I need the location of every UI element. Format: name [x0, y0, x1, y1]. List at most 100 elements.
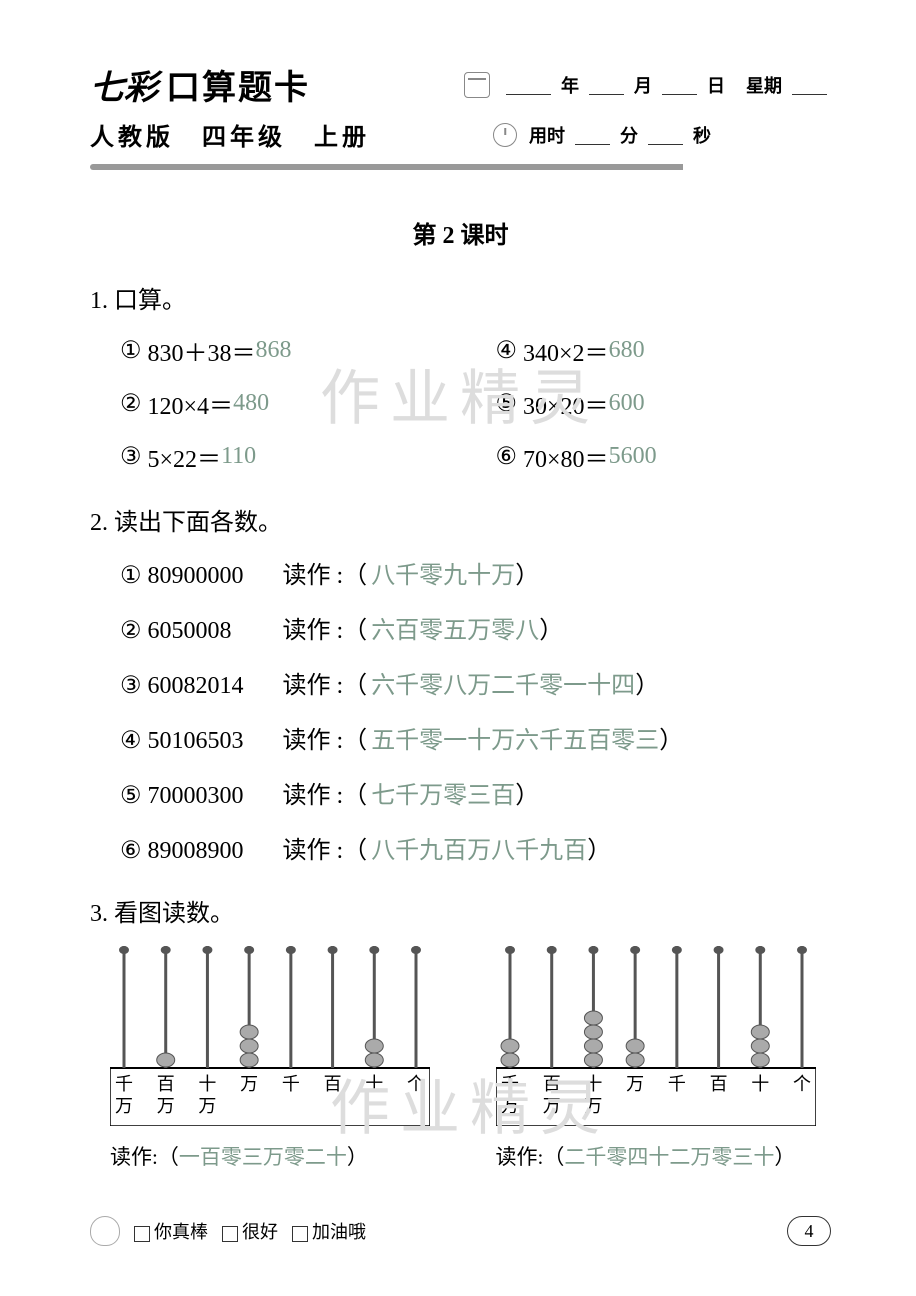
read-item: ② 6050008读作 :（ 六百零五万零八 ）	[120, 610, 831, 645]
answer: 五千零一十万六千五百零三	[371, 720, 659, 755]
svg-text:百: 百	[709, 1074, 727, 1094]
month-label: 月	[634, 72, 652, 98]
read-item: ③ 60082014读作 :（ 六千零八万二千零一十四 ）	[120, 665, 831, 700]
circle-number: ③	[120, 671, 142, 700]
read-item: ⑤ 70000300读作 :（ 七千万零三百 ）	[120, 775, 831, 810]
close-paren: ）	[587, 830, 611, 865]
number: 89008900	[148, 838, 283, 865]
footer: 你真棒很好加油哦 4	[90, 1216, 831, 1246]
svg-text:万: 万	[240, 1074, 258, 1094]
close-paren: ）	[774, 1145, 795, 1169]
page-number: 4	[787, 1216, 831, 1246]
circle-number: ⑥	[120, 836, 142, 865]
answer: 5600	[609, 443, 657, 470]
close-paren: ）	[635, 665, 659, 700]
circle-number: ①	[120, 336, 142, 365]
svg-text:万: 万	[584, 1096, 602, 1116]
close-paren: ）	[515, 555, 539, 590]
read-item: ④ 50106503读作 :（ 五千零一十万六千五百零三 ）	[120, 720, 831, 755]
min-blank[interactable]	[575, 125, 610, 145]
abacus-left-answer: 一百零三万零二十	[179, 1145, 347, 1169]
calc-item: ② 120×4＝480	[120, 386, 456, 421]
checkbox-icon[interactable]	[222, 1226, 238, 1242]
answer: 480	[233, 390, 269, 417]
q1-title: 1. 口算。	[90, 280, 831, 315]
divider	[90, 164, 831, 170]
svg-text:千: 千	[501, 1074, 519, 1094]
close-paren: ）	[659, 720, 683, 755]
question-1: 1. 口算。 ① 830＋38＝868 ④ 340×2＝680 ② 120×4＝48…	[90, 280, 831, 474]
checkbox-icon[interactable]	[134, 1226, 150, 1242]
svg-text:百: 百	[157, 1074, 175, 1094]
calc-item: ④ 340×2＝680	[496, 333, 832, 368]
circle-number: ⑥	[496, 442, 518, 471]
mascot-icon	[90, 1216, 120, 1246]
svg-text:百: 百	[324, 1074, 342, 1094]
day-blank[interactable]	[662, 75, 697, 95]
calc-item: ① 830＋38＝868	[120, 333, 456, 368]
read-label: 读作:（	[110, 1145, 179, 1169]
week-label: 星期	[746, 72, 782, 98]
abacus-right-answer: 二千零四十二万零三十	[564, 1145, 774, 1169]
calc-item: ⑥ 70×80＝5600	[496, 439, 832, 474]
svg-text:万: 万	[157, 1096, 175, 1116]
svg-text:十: 十	[751, 1074, 769, 1094]
q2-title: 2. 读出下面各数。	[90, 502, 831, 537]
abacus-right: 千万百万十万万千百十个 读作:（二千零四十二万零三十）	[496, 946, 832, 1171]
svg-text:个: 个	[407, 1074, 425, 1094]
answer: 七千万零三百	[371, 775, 515, 810]
time-section: 用时 分 秒	[493, 122, 711, 148]
svg-text:万: 万	[115, 1096, 133, 1116]
sec-blank[interactable]	[648, 125, 683, 145]
subtitle: 人教版 四年级 上册	[90, 117, 370, 152]
question-2: 2. 读出下面各数。 ① 80900000读作 :（ 八千零九十万 ） ② 605…	[90, 502, 831, 865]
sec-label: 秒	[693, 122, 711, 148]
read-label: 读作 :（	[283, 555, 368, 590]
svg-text:千: 千	[282, 1074, 300, 1094]
lesson-title: 第 2 课时	[90, 215, 831, 250]
footer-option[interactable]: 很好	[222, 1222, 278, 1242]
answer: 六百零五万零八	[371, 610, 539, 645]
svg-text:万: 万	[198, 1096, 216, 1116]
q3-title: 3. 看图读数。	[90, 893, 831, 928]
circle-number: ④	[120, 726, 142, 755]
checkbox-icon[interactable]	[292, 1226, 308, 1242]
time-label: 用时	[529, 122, 565, 148]
read-label: 读作 :（	[283, 610, 368, 645]
answer: 868	[256, 337, 292, 364]
svg-text:万: 万	[542, 1096, 560, 1116]
answer: 110	[221, 443, 256, 470]
circle-number: ⑤	[120, 781, 142, 810]
title-rest: 口算题卡	[166, 60, 310, 109]
read-label: 读作 :（	[283, 720, 368, 755]
clock-icon	[493, 123, 517, 147]
month-blank[interactable]	[589, 75, 624, 95]
circle-number: ⑤	[496, 389, 518, 418]
svg-text:千: 千	[667, 1074, 685, 1094]
date-section: 年 月 日 星期	[464, 72, 831, 98]
abacus-left: 千万百万十万万千百十个 读作:（一百零三万零二十）	[110, 946, 446, 1171]
number: 50106503	[148, 728, 283, 755]
year-label: 年	[561, 72, 579, 98]
footer-option[interactable]: 你真棒	[134, 1222, 208, 1242]
number: 60082014	[148, 673, 283, 700]
answer: 680	[609, 337, 645, 364]
week-blank[interactable]	[792, 75, 827, 95]
footer-option[interactable]: 加油哦	[292, 1222, 366, 1242]
close-paren: ）	[347, 1145, 368, 1169]
question-3: 3. 看图读数。 千万百万十万万千百十个 读作:（一百零三万零二十） 千万百万十…	[90, 893, 831, 1171]
min-label: 分	[620, 122, 638, 148]
number: 80900000	[148, 563, 283, 590]
svg-text:十: 十	[365, 1074, 383, 1094]
svg-text:千: 千	[115, 1074, 133, 1094]
read-label: 读作 :（	[283, 830, 368, 865]
circle-number: ①	[120, 561, 142, 590]
close-paren: ）	[539, 610, 563, 645]
title-fancy: 七彩	[90, 60, 158, 109]
svg-text:十: 十	[198, 1074, 216, 1094]
calc-item: ⑤ 30×20＝600	[496, 386, 832, 421]
read-item: ① 80900000读作 :（ 八千零九十万 ）	[120, 555, 831, 590]
circle-number: ②	[120, 389, 142, 418]
year-blank[interactable]	[506, 75, 551, 95]
number: 6050008	[148, 618, 283, 645]
